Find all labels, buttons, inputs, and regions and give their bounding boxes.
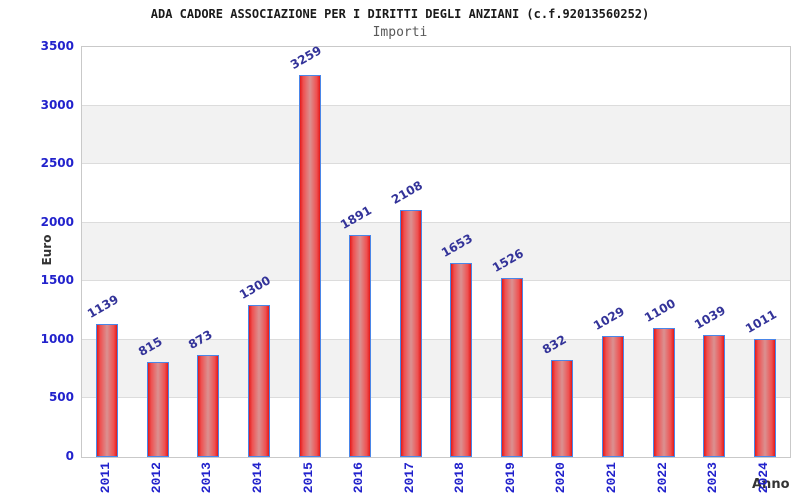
y-tick-label: 1000 <box>40 331 74 346</box>
y-tick-label: 1500 <box>40 273 74 288</box>
bar-value-label: 1100 <box>642 296 678 325</box>
bar <box>653 328 675 457</box>
gridline <box>82 338 790 340</box>
bar <box>349 235 371 457</box>
bar-value-label: 1029 <box>591 304 627 333</box>
chart-subtitle: Importi <box>372 25 428 40</box>
bar-value-label: 1011 <box>743 307 779 336</box>
gridline <box>82 104 790 106</box>
bar <box>501 278 523 457</box>
bar <box>754 339 776 457</box>
gridline <box>82 280 790 282</box>
bar <box>703 335 725 457</box>
bar <box>450 263 472 457</box>
x-tick-label: 2020 <box>553 462 568 494</box>
bar-value-label: 2108 <box>389 178 425 207</box>
gridline <box>82 397 790 399</box>
x-tick-label: 2022 <box>655 462 670 494</box>
x-tick-label: 2012 <box>149 462 164 494</box>
x-tick-label: 2014 <box>250 462 265 494</box>
x-tick-label: 2015 <box>301 462 316 494</box>
gridline <box>82 163 790 165</box>
plot-area: 1139 815 873 1300 3259 1891 2108 1653 1526 832 102… <box>81 43 791 458</box>
bar-value-label: 1139 <box>85 292 121 321</box>
gridline <box>82 221 790 223</box>
chart-title: ADA CADORE ASSOCIAZIONE PER I DIRITTI DE… <box>150 7 650 21</box>
bar <box>96 324 118 457</box>
bar <box>551 360 573 457</box>
bar <box>299 75 321 457</box>
plot-band <box>82 105 790 165</box>
y-tick-label: 3000 <box>40 97 74 112</box>
bar <box>602 336 624 457</box>
x-tick-label: 2019 <box>503 462 518 494</box>
x-tick-label: 2024 <box>756 462 771 494</box>
x-tick-label: 2018 <box>452 462 467 494</box>
plot-band <box>82 339 790 399</box>
bar-value-label: 1039 <box>692 303 728 332</box>
bar <box>400 210 422 457</box>
x-axis-title: Anno <box>752 477 790 492</box>
x-tick-label: 2013 <box>199 462 214 494</box>
bar <box>197 355 219 457</box>
bar <box>248 305 270 457</box>
x-tick-label: 2011 <box>98 462 113 494</box>
y-tick-label: 2000 <box>40 214 74 229</box>
y-axis-title: Euro <box>40 234 54 266</box>
x-tick-label: 2021 <box>604 462 619 494</box>
x-tick-label: 2023 <box>705 462 720 494</box>
x-tick-label: 2016 <box>351 462 366 494</box>
y-tick-label: 3500 <box>40 39 74 53</box>
bar <box>147 362 169 457</box>
bar-value-label: 3259 <box>288 43 324 72</box>
plot-band <box>82 222 790 282</box>
y-tick-label: 2500 <box>40 156 74 171</box>
y-tick-label: 500 <box>48 390 74 405</box>
y-tick-label: 0 <box>65 449 74 463</box>
x-tick-label: 2017 <box>402 462 417 494</box>
